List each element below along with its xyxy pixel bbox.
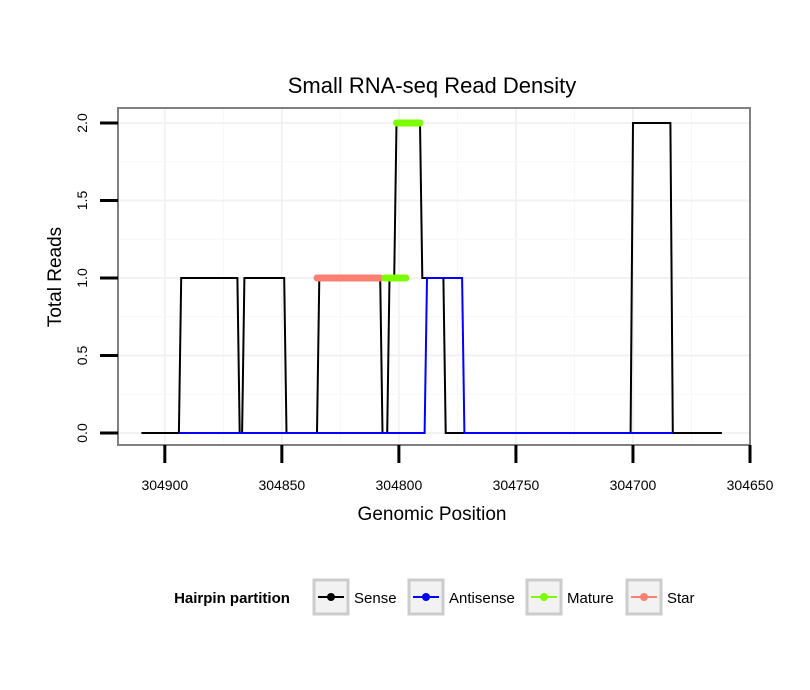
legend-label-sense: Sense [354, 590, 397, 607]
y-tick-label: 1.5 [74, 191, 90, 211]
legend-point-sense [327, 593, 335, 601]
x-tick-label: 304900 [141, 477, 188, 493]
chart-title: Small RNA-seq Read Density [288, 73, 577, 98]
y-tick-label: 2.0 [74, 113, 90, 133]
grid [118, 108, 750, 445]
legend-label-star: Star [667, 590, 695, 607]
legend-label-mature: Mature [567, 590, 614, 607]
x-axis: 304900 304850 304800 304750 304700 304650 [141, 445, 774, 493]
y-tick-label: 0.0 [74, 423, 90, 443]
y-axis: 0.0 0.5 1.0 1.5 2.0 [74, 113, 118, 443]
x-tick-label: 304700 [610, 477, 657, 493]
legend: Hairpin partition Sense Antisense Mature St… [174, 578, 695, 616]
legend-point-star [640, 593, 648, 601]
x-tick-label: 304750 [493, 477, 540, 493]
x-axis-title: Genomic Position [358, 504, 507, 525]
x-tick-label: 304650 [727, 477, 774, 493]
antisense-line [178, 277, 673, 434]
y-tick-label: 1.0 [74, 268, 90, 288]
y-tick-label: 0.5 [74, 346, 90, 366]
legend-point-mature [540, 593, 548, 601]
y-axis-title: Total Reads [45, 227, 66, 327]
series-layer [141, 119, 722, 434]
legend-title: Hairpin partition [174, 590, 290, 607]
legend-point-antisense [422, 593, 430, 601]
x-tick-label: 304850 [258, 477, 305, 493]
x-tick-label: 304800 [376, 477, 423, 493]
legend-label-antisense: Antisense [449, 590, 515, 607]
